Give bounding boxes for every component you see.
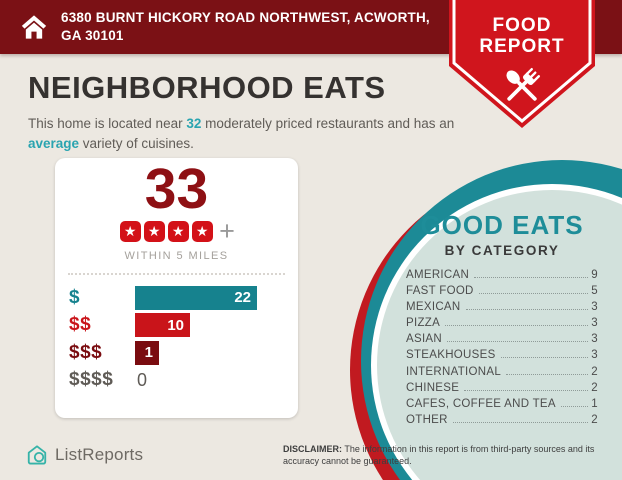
category-row: PIZZA 3 bbox=[406, 317, 598, 333]
badge-line1: FOOD bbox=[493, 15, 552, 36]
dot-leader bbox=[560, 405, 589, 407]
price-tier-label: $$ bbox=[69, 314, 92, 336]
category-count: 9 bbox=[591, 269, 598, 281]
dot-leader bbox=[506, 373, 589, 375]
listreports-house-icon bbox=[27, 445, 47, 465]
price-tier-row: $$ 10 bbox=[69, 311, 285, 339]
dot-leader bbox=[478, 293, 589, 295]
dot-leader bbox=[500, 357, 589, 359]
category-name: FAST FOOD bbox=[406, 285, 474, 298]
category-count: 3 bbox=[591, 333, 598, 346]
price-tier-row: $$$ 1 bbox=[69, 339, 285, 367]
bar-area: 10 bbox=[135, 313, 285, 338]
good-eats-panel: GOOD EATS BY CATEGORY AMERICAN 9 FAST FOOD… bbox=[406, 210, 598, 430]
plus-icon: + bbox=[219, 215, 235, 246]
price-tier-row: $22 bbox=[69, 284, 285, 312]
spoon-and-fork-crossed-icon bbox=[506, 67, 541, 101]
dotted-divider bbox=[68, 272, 285, 275]
food-report-badge: FOOD REPORT bbox=[449, 0, 595, 128]
dot-leader bbox=[465, 309, 589, 311]
price-tier-bar-chart: $22 $$ 10 $$$ 1 $$$$ 0 bbox=[55, 275, 298, 394]
category-name: CAFES, COFFEE AND TEA bbox=[406, 397, 556, 410]
total-restaurants-count: 33 bbox=[144, 157, 209, 221]
category-name: OTHER bbox=[406, 413, 448, 426]
restaurant-count: 32 bbox=[186, 116, 202, 131]
dot-leader bbox=[464, 389, 589, 391]
category-row: MEXICAN 3 bbox=[406, 301, 598, 317]
category-name: STEAKHOUSES bbox=[406, 349, 496, 362]
category-row: STEAKHOUSES 3 bbox=[406, 349, 598, 365]
home-icon bbox=[21, 15, 47, 39]
listreports-brand: ListReports bbox=[26, 444, 143, 466]
zero-value: 0 bbox=[137, 370, 148, 391]
variety-highlight: average bbox=[28, 136, 80, 152]
star-icon: ★ bbox=[167, 220, 189, 242]
category-row: INTERNATIONAL 2 bbox=[406, 366, 598, 382]
category-row: CAFES, COFFEE AND TEA 1 bbox=[406, 398, 598, 414]
price-tier-row: $$$$ 0 bbox=[69, 366, 285, 394]
summary-mid: moderately priced restaurants and has an bbox=[201, 116, 455, 131]
category-row: OTHER 2 bbox=[406, 414, 598, 430]
dot-leader bbox=[445, 325, 589, 327]
price-tier-bar: 22 bbox=[135, 285, 257, 310]
category-count: 5 bbox=[591, 285, 598, 298]
restaurant-stats-card: 33 ★ ★ ★ ★ + WITHIN 5 MILES $22 $$ 10 $$$ 1 $$$$ 0 bbox=[55, 158, 298, 418]
badge-line2: REPORT bbox=[479, 36, 564, 57]
good-eats-title: GOOD EATS bbox=[420, 210, 584, 240]
brand-name: ListReports bbox=[55, 445, 144, 464]
dot-leader bbox=[447, 341, 589, 343]
category-name: MEXICAN bbox=[406, 301, 461, 314]
disclaimer-label: DISCLAIMER: bbox=[283, 444, 342, 454]
category-count: 1 bbox=[591, 397, 598, 410]
category-count: 3 bbox=[591, 317, 598, 330]
star-icon: ★ bbox=[191, 220, 213, 242]
rating-stars-row: ★ ★ ★ ★ + bbox=[55, 215, 298, 246]
category-count: 3 bbox=[591, 349, 598, 362]
price-tier-label: $$$$ bbox=[69, 369, 114, 391]
bar-area: 22 bbox=[135, 285, 285, 310]
summary-post: variety of cuisines. bbox=[79, 136, 194, 152]
disclaimer-text: The information in this report is from t… bbox=[283, 444, 595, 466]
category-name: CHINESE bbox=[406, 381, 460, 394]
category-list: AMERICAN 9 FAST FOOD 5 MEXICAN 3 PIZZA 3 ASIAN 3 S… bbox=[406, 269, 598, 430]
category-row: CHINESE 2 bbox=[406, 382, 598, 398]
summary-pre: This home is located near bbox=[28, 116, 187, 131]
star-icon: ★ bbox=[119, 220, 141, 242]
bar-area: 0 bbox=[135, 368, 285, 392]
category-row: AMERICAN 9 bbox=[406, 269, 598, 285]
category-count: 2 bbox=[591, 413, 598, 426]
price-tier-label: $ bbox=[69, 286, 81, 308]
dot-leader bbox=[452, 421, 589, 423]
disclaimer: DISCLAIMER: The information in this repo… bbox=[283, 444, 601, 467]
category-name: INTERNATIONAL bbox=[406, 365, 502, 378]
good-eats-subtitle: BY CATEGORY bbox=[444, 243, 560, 258]
price-tier-bar: 1 bbox=[135, 340, 159, 365]
price-tier-bar: 10 bbox=[135, 313, 190, 338]
category-count: 3 bbox=[591, 301, 598, 314]
price-tier-label: $$$ bbox=[69, 341, 103, 363]
category-name: AMERICAN bbox=[406, 269, 470, 281]
category-count: 2 bbox=[591, 365, 598, 378]
property-address: 6380 BURNT HICKORY ROAD NORTHWEST, ACWOR… bbox=[61, 10, 430, 43]
dot-leader bbox=[474, 277, 589, 278]
page-title: NEIGHBORHOOD EATS bbox=[28, 70, 386, 105]
radius-caption: WITHIN 5 MILES bbox=[124, 249, 229, 262]
summary-text: This home is located near 32 moderately … bbox=[28, 114, 460, 155]
category-row: FAST FOOD 5 bbox=[406, 285, 598, 301]
category-row: ASIAN 3 bbox=[406, 333, 598, 349]
category-count: 2 bbox=[591, 381, 598, 394]
bar-area: 1 bbox=[135, 340, 285, 365]
category-name: PIZZA bbox=[406, 317, 441, 330]
star-icon: ★ bbox=[143, 220, 165, 242]
main-copy: NEIGHBORHOOD EATS This home is located n… bbox=[28, 70, 468, 155]
category-name: ASIAN bbox=[406, 333, 443, 346]
